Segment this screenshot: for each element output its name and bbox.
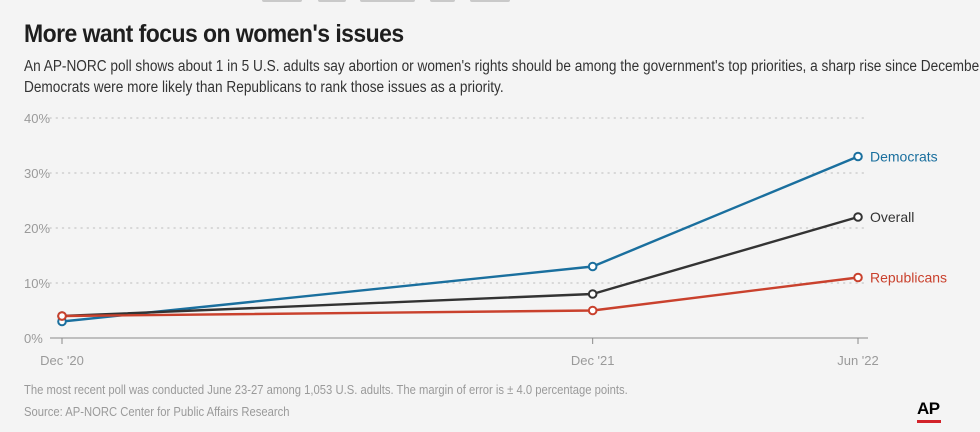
point-democrats-2: [853, 151, 863, 162]
chart-subtitle: An AP-NORC poll shows about 1 in 5 U.S. …: [24, 56, 980, 98]
ap-logo-bar: [917, 420, 941, 423]
x-tick-label-1: Dec '21: [571, 353, 615, 368]
y-tick-label-40: 40%: [24, 111, 50, 126]
y-tick-label-10: 10%: [24, 276, 50, 291]
point-republicans-2: [853, 272, 863, 283]
subtitle-line-2: Democrats were more likely than Republic…: [24, 79, 504, 96]
point-democrats-1: [587, 261, 598, 272]
point-overall-2: [853, 212, 863, 222]
y-tick-label-0: 0%: [24, 331, 43, 346]
series-label-democrats: Democrats: [870, 149, 938, 165]
subtitle-line-1: An AP-NORC poll shows about 1 in 5 U.S. …: [24, 58, 980, 75]
y-tick-label-20: 20%: [24, 221, 50, 236]
point-republicans-0: [57, 311, 67, 321]
x-tick-label-2: Jun '22: [837, 353, 879, 368]
ap-logo-text: AP: [917, 399, 940, 418]
ap-logo: AP: [917, 400, 943, 423]
chart-title: More want focus on women's issues: [24, 20, 404, 48]
point-republicans-1: [587, 305, 598, 316]
x-tick-label-0: Dec '20: [40, 353, 84, 368]
series-line-overall: [61, 215, 859, 318]
top-crop-strip: [0, 0, 980, 6]
method-note: The most recent poll was conducted June …: [24, 383, 628, 397]
y-tick-label-30: 30%: [24, 166, 50, 181]
series-label-overall: Overall: [870, 209, 914, 225]
series-label-republicans: Republicans: [870, 270, 947, 286]
series-line-democrats: [61, 155, 859, 323]
point-overall-1: [587, 289, 598, 299]
source-note: Source: AP-NORC Center for Public Affair…: [24, 405, 290, 419]
